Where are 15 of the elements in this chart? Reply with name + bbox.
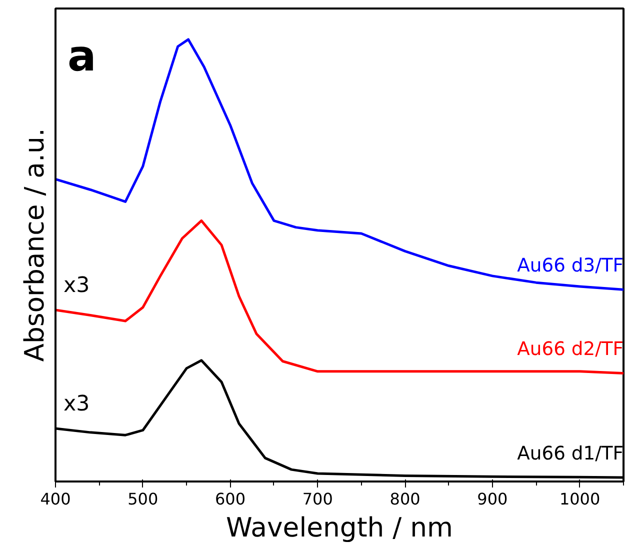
x-tick-label: 700: [302, 490, 333, 508]
x-tick-label: 600: [215, 490, 246, 508]
annotation: a: [68, 32, 96, 82]
x-tick-label: 500: [128, 490, 158, 508]
x-axis-title: Wavelength / nm: [226, 512, 453, 544]
y-axis-title: Absorbance / a.u.: [20, 128, 50, 362]
annotation: x3: [64, 272, 90, 298]
series-label: Au66 d1/TF: [517, 443, 624, 464]
annotation: x3: [64, 391, 90, 416]
x-tick-label: 400: [40, 490, 71, 508]
x-tick-label: 1000: [559, 490, 600, 508]
series-label: Au66 d3/TF: [517, 255, 624, 276]
x-tick-label: 900: [477, 490, 508, 508]
x-tick-label: 800: [390, 490, 420, 508]
series-label: Au66 d2/TF: [517, 338, 624, 360]
